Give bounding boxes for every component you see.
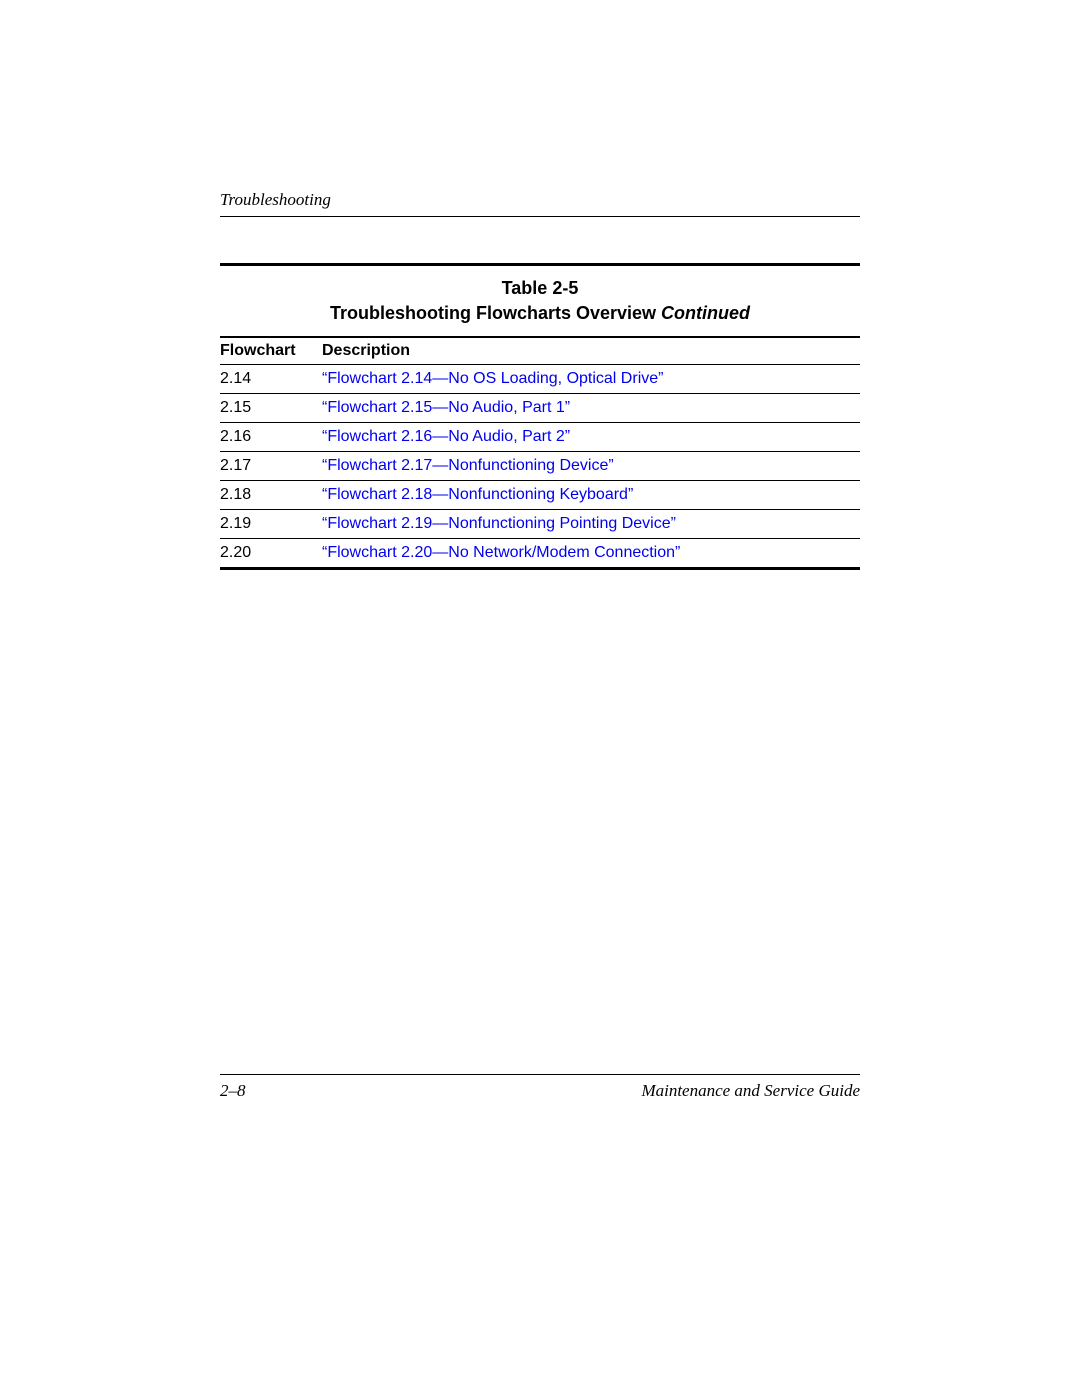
running-head: Troubleshooting xyxy=(220,190,860,217)
table-caption: Table 2-5 Troubleshooting Flowcharts Ove… xyxy=(220,266,860,328)
table-header-row: Flowchart Description xyxy=(220,337,860,365)
flowchart-link[interactable]: “Flowchart 2.18—Nonfunctioning Keyboard” xyxy=(322,486,633,503)
col-header-description: Description xyxy=(322,337,860,365)
footer-doc-title: Maintenance and Service Guide xyxy=(641,1081,860,1101)
footer-page-number: 2–8 xyxy=(220,1081,246,1101)
page-footer: 2–8 Maintenance and Service Guide xyxy=(220,1074,860,1101)
table-number: Table 2-5 xyxy=(220,278,860,299)
cell-flowchart: 2.19 xyxy=(220,510,322,539)
flowchart-link[interactable]: “Flowchart 2.20—No Network/Modem Connect… xyxy=(322,544,680,561)
cell-flowchart: 2.17 xyxy=(220,452,322,481)
table-row: 2.14 “Flowchart 2.14—No OS Loading, Opti… xyxy=(220,365,860,394)
cell-description: “Flowchart 2.17—Nonfunctioning Device” xyxy=(322,452,860,481)
flowchart-link[interactable]: “Flowchart 2.17—Nonfunctioning Device” xyxy=(322,457,614,474)
table-title-main: Troubleshooting Flowcharts Overview xyxy=(330,303,661,323)
flowchart-link[interactable]: “Flowchart 2.16—No Audio, Part 2” xyxy=(322,428,570,445)
table-row: 2.19 “Flowchart 2.19—Nonfunctioning Poin… xyxy=(220,510,860,539)
flowchart-link[interactable]: “Flowchart 2.19—Nonfunctioning Pointing … xyxy=(322,515,676,532)
cell-description: “Flowchart 2.15—No Audio, Part 1” xyxy=(322,394,860,423)
table-row: 2.15 “Flowchart 2.15—No Audio, Part 1” xyxy=(220,394,860,423)
cell-description: “Flowchart 2.19—Nonfunctioning Pointing … xyxy=(322,510,860,539)
cell-description: “Flowchart 2.16—No Audio, Part 2” xyxy=(322,423,860,452)
table-row: 2.20 “Flowchart 2.20—No Network/Modem Co… xyxy=(220,539,860,569)
flowchart-link[interactable]: “Flowchart 2.14—No OS Loading, Optical D… xyxy=(322,370,663,387)
document-page: Troubleshooting Table 2-5 Troubleshootin… xyxy=(0,0,1080,1397)
cell-description: “Flowchart 2.14—No OS Loading, Optical D… xyxy=(322,365,860,394)
cell-flowchart: 2.15 xyxy=(220,394,322,423)
cell-description: “Flowchart 2.18—Nonfunctioning Keyboard” xyxy=(322,481,860,510)
cell-flowchart: 2.20 xyxy=(220,539,322,569)
table-row: 2.16 “Flowchart 2.16—No Audio, Part 2” xyxy=(220,423,860,452)
table-title-continued: Continued xyxy=(661,303,750,323)
cell-description: “Flowchart 2.20—No Network/Modem Connect… xyxy=(322,539,860,569)
table-title: Troubleshooting Flowcharts Overview Cont… xyxy=(220,303,860,324)
col-header-flowchart: Flowchart xyxy=(220,337,322,365)
table-row: 2.18 “Flowchart 2.18—Nonfunctioning Keyb… xyxy=(220,481,860,510)
table-2-5: Table 2-5 Troubleshooting Flowcharts Ove… xyxy=(220,263,860,570)
flowchart-link[interactable]: “Flowchart 2.15—No Audio, Part 1” xyxy=(322,399,570,416)
cell-flowchart: 2.18 xyxy=(220,481,322,510)
flowcharts-table: Flowchart Description 2.14 “Flowchart 2.… xyxy=(220,336,860,570)
table-row: 2.17 “Flowchart 2.17—Nonfunctioning Devi… xyxy=(220,452,860,481)
cell-flowchart: 2.14 xyxy=(220,365,322,394)
cell-flowchart: 2.16 xyxy=(220,423,322,452)
